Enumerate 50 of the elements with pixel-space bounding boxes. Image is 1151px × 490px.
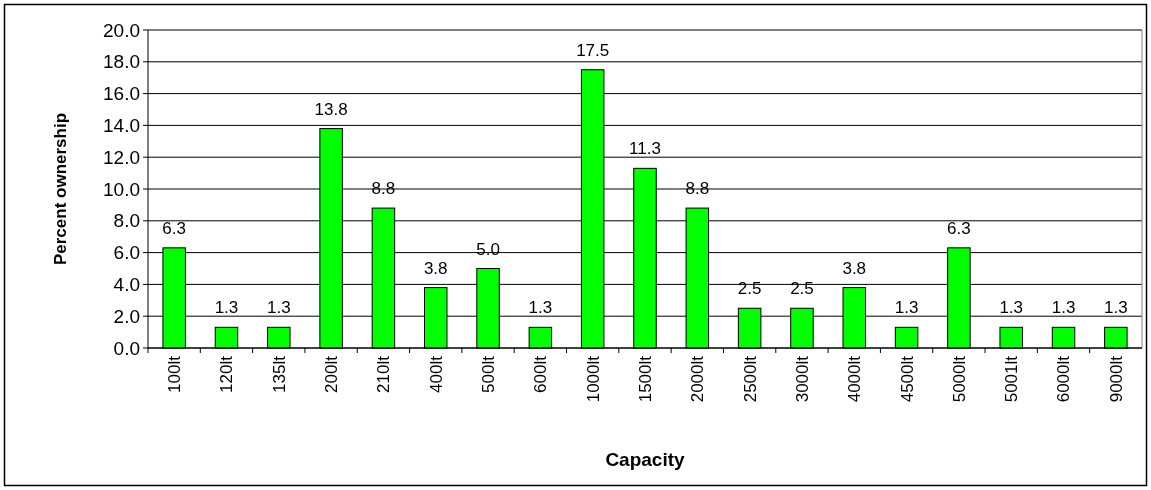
y-tick-label: 14.0 [103, 115, 140, 137]
data-label: 1.3 [528, 298, 553, 318]
y-tick-label: 0.0 [113, 337, 140, 359]
y-tick-label: 12.0 [103, 146, 140, 168]
data-label: 3.8 [842, 258, 867, 278]
y-tick-label: 18.0 [103, 51, 140, 73]
x-axis-title: Capacity [605, 449, 686, 470]
x-tick-label: 500lt [479, 355, 498, 393]
y-tick-label: 6.0 [113, 242, 140, 264]
x-tick-label: 400lt [426, 355, 446, 393]
x-tick-label: 1500lt [635, 355, 655, 403]
y-axis-title: Percent ownership [51, 112, 70, 266]
x-tick-label: 210lt [374, 355, 394, 393]
data-label: 1.3 [1051, 298, 1076, 318]
x-tick-label: 5001lt [1002, 355, 1022, 403]
data-label: 1.3 [214, 298, 239, 318]
x-tick-label: 4000lt [845, 355, 865, 403]
data-label: 1.3 [266, 298, 291, 318]
data-label: 17.5 [576, 40, 610, 60]
x-tick-label: 1000lt [583, 355, 603, 403]
data-label: 1.3 [894, 298, 919, 318]
x-tick-label: 5000lt [949, 355, 969, 403]
y-tick-label: 16.0 [103, 83, 140, 105]
data-label: 6.3 [162, 218, 186, 238]
x-tick-label: 3000lt [792, 355, 812, 403]
x-tick-label: 4500lt [897, 355, 917, 403]
y-tick-label: 20.0 [103, 19, 140, 41]
y-tick-label: 4.0 [113, 274, 140, 296]
x-tick-label: 135lt [269, 355, 289, 393]
data-label: 13.8 [314, 99, 348, 119]
y-tick-label: 10.0 [103, 178, 140, 200]
x-tick-label: 6000lt [1054, 355, 1074, 403]
data-label: 1.3 [1104, 298, 1128, 318]
y-tick-label: 8.0 [113, 210, 140, 232]
data-label: 6.3 [947, 218, 971, 238]
data-label: 8.8 [371, 179, 396, 199]
data-label: 2.5 [790, 279, 814, 299]
x-tick-label: 100lt [165, 355, 185, 393]
x-tick-label: 120lt [217, 355, 237, 393]
data-label: 11.3 [629, 139, 661, 159]
data-label: 1.3 [999, 298, 1024, 318]
x-tick-label: 600lt [531, 355, 551, 393]
data-label: 2.5 [737, 279, 762, 299]
y-tick-label: 2.0 [113, 305, 140, 327]
data-label: 3.8 [423, 258, 448, 278]
x-tick-label: 2500lt [740, 355, 760, 403]
x-tick-label: 200lt [322, 355, 342, 393]
x-tick-label: 9000lt [1106, 355, 1126, 403]
x-tick-label: 2000lt [688, 355, 708, 403]
data-label: 8.8 [685, 179, 710, 199]
